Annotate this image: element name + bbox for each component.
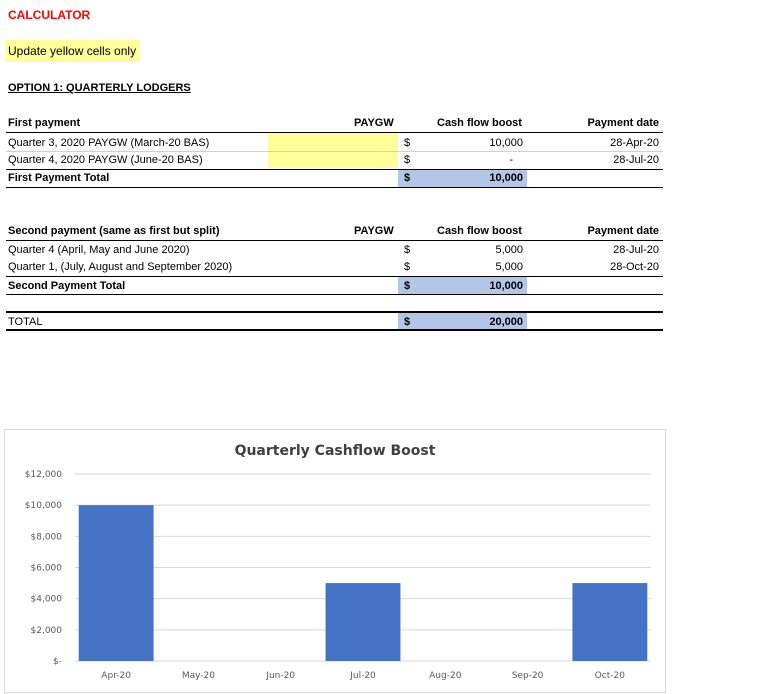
y-tick-label: $6,000 bbox=[31, 564, 63, 574]
x-tick-label: Apr-20 bbox=[101, 671, 131, 681]
first-boost-header: Cash flow boost bbox=[437, 117, 522, 129]
second-total-value: 10,000 bbox=[489, 280, 523, 292]
chart-title: Quarterly Cashflow Boost bbox=[235, 443, 436, 459]
first-row-1-label: Quarter 3, 2020 PAYGW (March-20 BAS) bbox=[8, 137, 210, 149]
cashflow-chart[interactable]: Quarterly Cashflow Boost $- $2,000 $4,000 $… bbox=[4, 429, 666, 693]
y-tick-label: $4,000 bbox=[31, 595, 63, 605]
second-payment-heading: Second payment (same as first but split) bbox=[8, 225, 220, 237]
total-currency: $ bbox=[404, 316, 411, 328]
first-date-header: Payment date bbox=[587, 117, 659, 129]
first-row-separator bbox=[6, 151, 663, 152]
second-row-2-currency: $ bbox=[404, 261, 411, 273]
first-paygw-header: PAYGW bbox=[354, 117, 394, 129]
y-tick-label: $12,000 bbox=[25, 470, 62, 480]
first-row-2-date: 28-Jul-20 bbox=[613, 154, 659, 166]
total-topline bbox=[6, 311, 663, 313]
first-row-2-boost: - bbox=[509, 154, 513, 166]
x-tick-label: May-20 bbox=[182, 671, 215, 681]
first-total-currency: $ bbox=[404, 172, 411, 184]
bar-oct-20[interactable] bbox=[572, 583, 648, 661]
y-tick-label: $2,000 bbox=[31, 626, 63, 636]
second-row-1-date: 28-Jul-20 bbox=[613, 244, 659, 256]
second-header-underline bbox=[6, 240, 663, 241]
first-total-highlight bbox=[398, 170, 527, 187]
x-tick-label: Sep-20 bbox=[512, 671, 544, 681]
second-row-1-boost: 5,000 bbox=[495, 244, 523, 256]
first-total-value: 10,000 bbox=[489, 172, 523, 184]
first-header-underline bbox=[6, 132, 663, 133]
first-row-1-currency: $ bbox=[404, 137, 411, 149]
total-highlight bbox=[398, 313, 527, 330]
x-tick-label: Aug-20 bbox=[429, 671, 462, 681]
second-total-label: Second Payment Total bbox=[8, 280, 126, 292]
first-payment-heading: First payment bbox=[8, 117, 81, 129]
second-boost-header: Cash flow boost bbox=[437, 225, 522, 237]
second-total-currency: $ bbox=[404, 280, 411, 292]
first-total-topline bbox=[6, 169, 663, 170]
first-row-1-date: 28-Apr-20 bbox=[610, 137, 659, 149]
second-total-highlight bbox=[398, 277, 527, 294]
bar-apr-20[interactable] bbox=[78, 505, 154, 661]
second-row-1-currency: $ bbox=[404, 244, 411, 256]
second-row-2-label: Quarter 1, (July, August and September 2… bbox=[8, 261, 233, 273]
y-tick-label: $10,000 bbox=[25, 501, 62, 511]
calculator-title: CALCULATOR bbox=[8, 8, 91, 22]
second-paygw-header: PAYGW bbox=[354, 225, 394, 237]
total-bottomline bbox=[6, 329, 663, 331]
second-row-2-boost: 5,000 bbox=[495, 261, 523, 273]
x-tick-label: Jun-20 bbox=[265, 671, 295, 681]
chart-svg: Quarterly Cashflow Boost $- $2,000 $4,000 $… bbox=[25, 443, 651, 681]
y-tick-label: $8,000 bbox=[31, 532, 63, 542]
second-total-topline bbox=[6, 276, 663, 277]
second-date-header: Payment date bbox=[587, 225, 659, 237]
option-title: OPTION 1: QUARTERLY LODGERS bbox=[8, 82, 191, 94]
total-value: 20,000 bbox=[489, 316, 523, 328]
first-row-2-label: Quarter 4, 2020 PAYGW (June-20 BAS) bbox=[8, 154, 203, 166]
second-row-1-label: Quarter 4 (April, May and June 2020) bbox=[8, 244, 190, 256]
y-tick-label: $- bbox=[53, 657, 62, 667]
first-row-2-currency: $ bbox=[404, 154, 411, 166]
first-total-bottomline bbox=[6, 187, 663, 188]
paygw-input-cells[interactable] bbox=[268, 133, 398, 168]
first-total-label: First Payment Total bbox=[8, 172, 110, 184]
yellow-cells-note: Update yellow cells only bbox=[8, 44, 137, 58]
first-row-1-boost: 10,000 bbox=[489, 137, 523, 149]
second-total-bottomline bbox=[6, 294, 663, 295]
second-row-2-date: 28-Oct-20 bbox=[610, 261, 659, 273]
note-highlight bbox=[5, 40, 140, 62]
total-label: TOTAL bbox=[8, 316, 43, 328]
x-tick-label: Oct-20 bbox=[595, 671, 626, 681]
x-tick-label: Jul-20 bbox=[349, 671, 376, 681]
bar-jul-20[interactable] bbox=[325, 583, 401, 661]
